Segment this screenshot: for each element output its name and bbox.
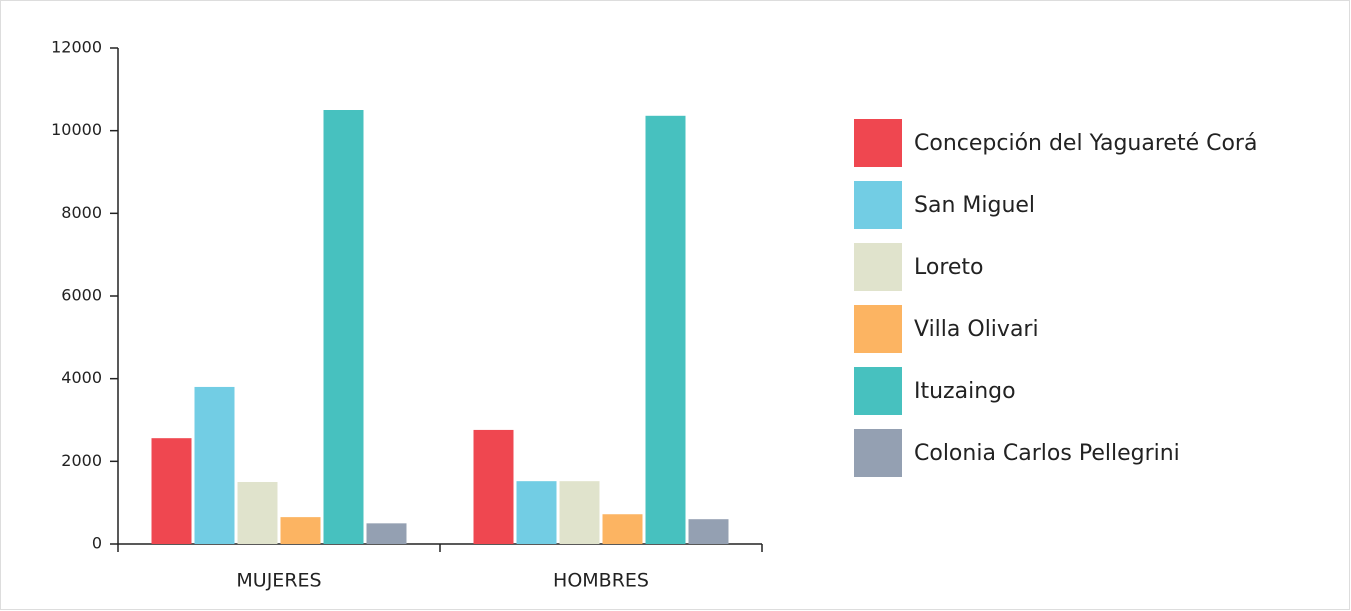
y-tick-label: 8000 <box>61 203 102 222</box>
x-tick-label: MUJERES <box>236 570 321 592</box>
bar <box>602 514 643 544</box>
bar <box>280 517 321 544</box>
y-tick-label: 2000 <box>61 451 102 470</box>
bar <box>237 482 278 544</box>
x-tick-label: HOMBRES <box>553 570 649 592</box>
bar <box>194 386 235 544</box>
legend-swatch <box>854 119 902 167</box>
bar <box>473 429 514 544</box>
y-tick-label: 10000 <box>51 120 102 139</box>
legend-swatch <box>854 305 902 353</box>
legend-label: Colonia Carlos Pellegrini <box>914 441 1180 466</box>
legend-label: San Miguel <box>914 193 1035 218</box>
legend-label: Loreto <box>914 255 984 280</box>
legend-swatch <box>854 429 902 477</box>
bar <box>323 110 364 544</box>
bar <box>516 481 557 544</box>
legend-label: Ituzaingo <box>914 379 1016 404</box>
bar <box>688 519 729 544</box>
y-tick-label: 12000 <box>51 38 102 57</box>
legend-swatch <box>854 243 902 291</box>
bar <box>559 481 600 544</box>
y-tick-label: 4000 <box>61 368 102 387</box>
y-tick-label: 0 <box>92 534 102 553</box>
bar <box>151 438 192 544</box>
bar <box>645 115 686 544</box>
legend-label: Concepción del Yaguareté Corá <box>914 131 1257 156</box>
legend-swatch <box>854 181 902 229</box>
legend-swatch <box>854 367 902 415</box>
legend-label: Villa Olivari <box>914 317 1039 342</box>
y-tick-label: 6000 <box>61 286 102 305</box>
bar <box>366 523 407 544</box>
